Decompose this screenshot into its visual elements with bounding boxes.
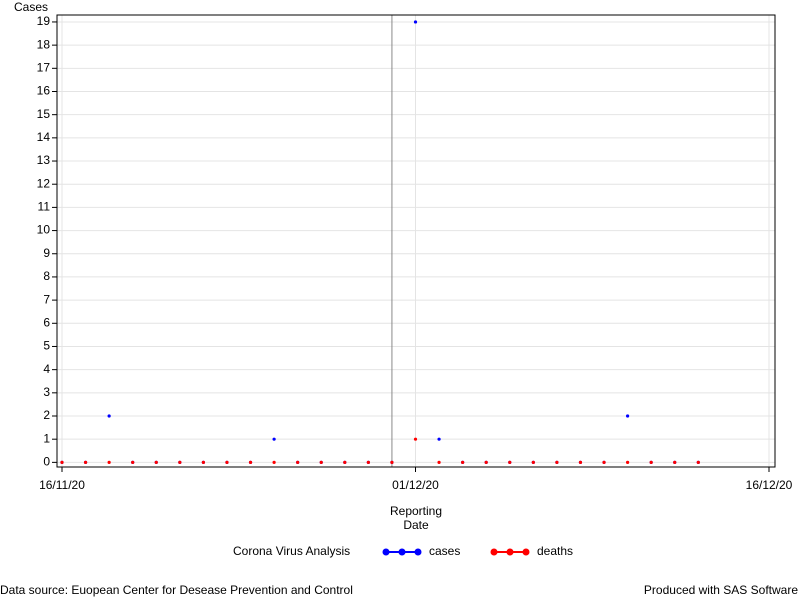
y-tick-label: 3 [43,385,50,399]
x-axis-label: Reporting [390,504,442,518]
y-axis-label: Cases [14,0,48,14]
y-tick-label: 10 [37,223,51,237]
plot-frame [56,14,776,468]
data-point [696,460,700,464]
data-point [178,460,182,464]
legend-marker [398,548,406,556]
data-point [343,460,347,464]
data-point [626,460,630,464]
y-tick-label: 5 [43,339,50,353]
data-point [461,460,465,464]
data-point [131,460,135,464]
data-point [531,460,535,464]
y-tick-label: 11 [38,200,51,214]
x-axis-label: Date [403,518,429,532]
data-point [484,460,488,464]
data-point [272,460,276,464]
y-tick-label: 15 [37,107,51,121]
data-point [107,460,111,464]
y-tick-label: 18 [37,37,51,51]
data-point [296,460,300,464]
legend-marker [414,548,422,556]
legend-label: cases [429,544,460,558]
data-point [437,437,441,441]
y-tick-label: 12 [37,176,51,190]
y-tick-label: 9 [43,246,50,260]
y-tick-label: 0 [43,455,50,469]
data-point [555,460,559,464]
data-point [60,460,64,464]
data-point [413,437,418,441]
y-tick-label: 2 [43,408,50,422]
y-tick-label: 8 [43,269,50,283]
legend-marker [522,548,530,556]
data-point [626,414,630,418]
footnote: Data source: Euopean Center for Desease … [0,583,353,597]
data-point [508,460,512,464]
data-point [390,460,394,464]
data-point [201,460,205,464]
x-tick-label: 01/12/20 [392,478,439,492]
data-point [673,460,677,464]
legend-marker [382,548,390,556]
legend-title: Corona Virus Analysis [233,544,350,558]
y-tick-label: 14 [37,130,51,144]
y-tick-label: 6 [43,315,50,329]
data-point [154,460,158,464]
data-point [248,460,253,464]
data-point [578,460,583,464]
data-point [649,460,653,464]
y-tick-label: 1 [43,431,50,445]
y-tick-label: 4 [43,362,50,376]
data-point [437,460,441,464]
data-point [272,437,276,441]
y-tick-label: 13 [37,153,51,167]
data-point [83,460,88,464]
legend-label: deaths [537,544,573,558]
data-point [225,460,229,464]
legend-marker [490,548,498,556]
footnote: Produced with SAS Software [644,583,798,597]
data-point [602,460,606,464]
legend-marker [506,548,514,556]
y-tick-label: 7 [43,292,50,306]
data-point [413,20,418,24]
data-point [319,460,323,464]
x-tick-label: 16/12/20 [746,478,793,492]
y-tick-label: 17 [37,60,51,74]
y-tick-label: 19 [37,14,51,28]
x-tick-label: 16/11/20 [39,478,85,492]
data-point [366,460,370,464]
y-tick-label: 16 [37,84,51,98]
data-point [107,414,111,418]
